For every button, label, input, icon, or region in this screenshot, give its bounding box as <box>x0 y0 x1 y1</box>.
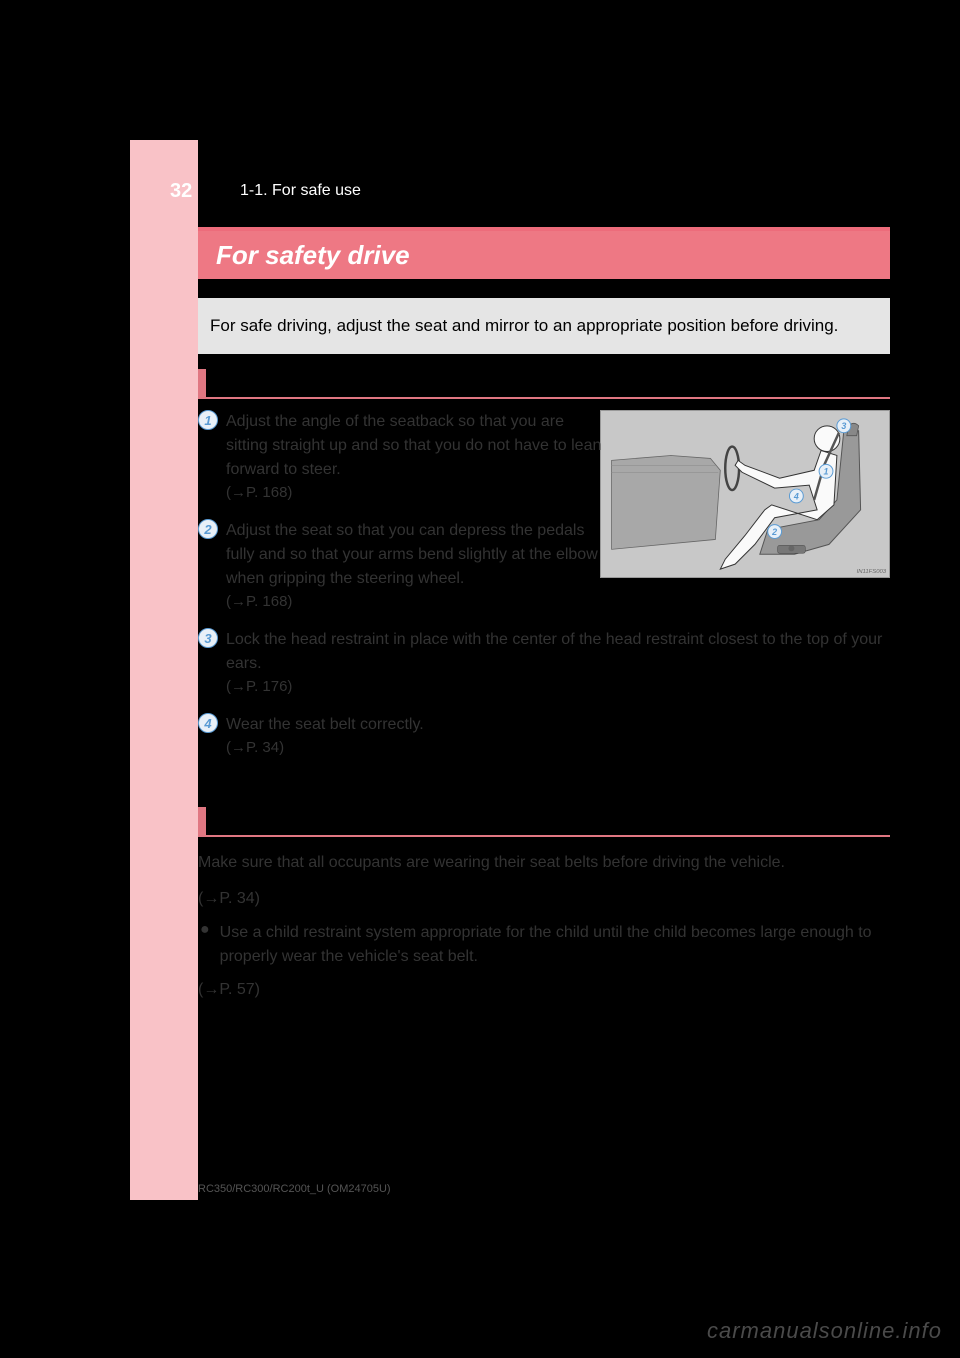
circled-number-1: 1 <box>198 410 218 430</box>
bullet-ref: (→P. 57) <box>198 977 890 1003</box>
posture-text-2: Adjust the seat so that you can depress … <box>226 519 606 591</box>
watermark: carmanualsonline.info <box>707 1318 942 1344</box>
posture-text-3: Lock the head restraint in place with th… <box>226 628 886 676</box>
page-container: 32 1-1. For safe use For safety drive Fo… <box>130 140 890 1200</box>
circled-number-3: 3 <box>198 628 218 648</box>
pdf-version: RC350/RC300/RC200t_U (OM24705U) <box>198 1183 391 1195</box>
posture-item-3: 3 Lock the head restraint in place with … <box>198 628 890 695</box>
section-title: Correct driving posture <box>216 373 398 394</box>
section-header-seatbelts: Correct use of the seat belts <box>198 808 890 837</box>
posture-text-1: Adjust the angle of the seatback so that… <box>226 410 606 482</box>
section-marker <box>198 369 206 398</box>
bullet-text-1: Use a child restraint system appropriate… <box>220 921 890 969</box>
seatbelt-content: Make sure that all occupants are wearing… <box>198 850 890 1013</box>
title-bar: For safety drive <box>198 231 890 279</box>
posture-content: 1 2 3 4 IN11FS003 1 Adjust the angle of … <box>198 410 890 774</box>
seatbelt-ref: (→P. 34) <box>198 886 890 912</box>
circled-number-2: 2 <box>198 519 218 539</box>
posture-ref-3: (→P. 176) <box>226 678 890 695</box>
intro-text: For safe driving, adjust the seat and mi… <box>210 314 878 338</box>
circled-number-4: 4 <box>198 713 218 733</box>
section-title: Correct use of the seat belts <box>216 811 441 832</box>
posture-ref-1: (→P. 168) <box>226 484 890 501</box>
bullet-item: ● Use a child restraint system appropria… <box>198 921 890 969</box>
section-marker <box>198 807 206 836</box>
sidebar <box>130 140 198 1200</box>
posture-item-2: 2 Adjust the seat so that you can depres… <box>198 519 890 610</box>
posture-item-1: 1 Adjust the angle of the seatback so th… <box>198 410 890 501</box>
intro-box: For safe driving, adjust the seat and mi… <box>198 298 890 354</box>
title-text: For safety drive <box>216 240 410 271</box>
posture-ref-2: (→P. 168) <box>226 593 890 610</box>
posture-item-4: 4 Wear the seat belt correctly. (→P. 34) <box>198 713 890 756</box>
posture-text-4: Wear the seat belt correctly. <box>226 713 886 737</box>
header-text: 1-1. For safe use <box>240 182 361 200</box>
posture-ref-4: (→P. 34) <box>226 739 890 756</box>
bullet-icon: ● <box>200 921 210 969</box>
seatbelt-intro: Make sure that all occupants are wearing… <box>198 850 890 876</box>
section-header-posture: Correct driving posture <box>198 370 890 399</box>
page-number: 32 <box>170 180 192 203</box>
